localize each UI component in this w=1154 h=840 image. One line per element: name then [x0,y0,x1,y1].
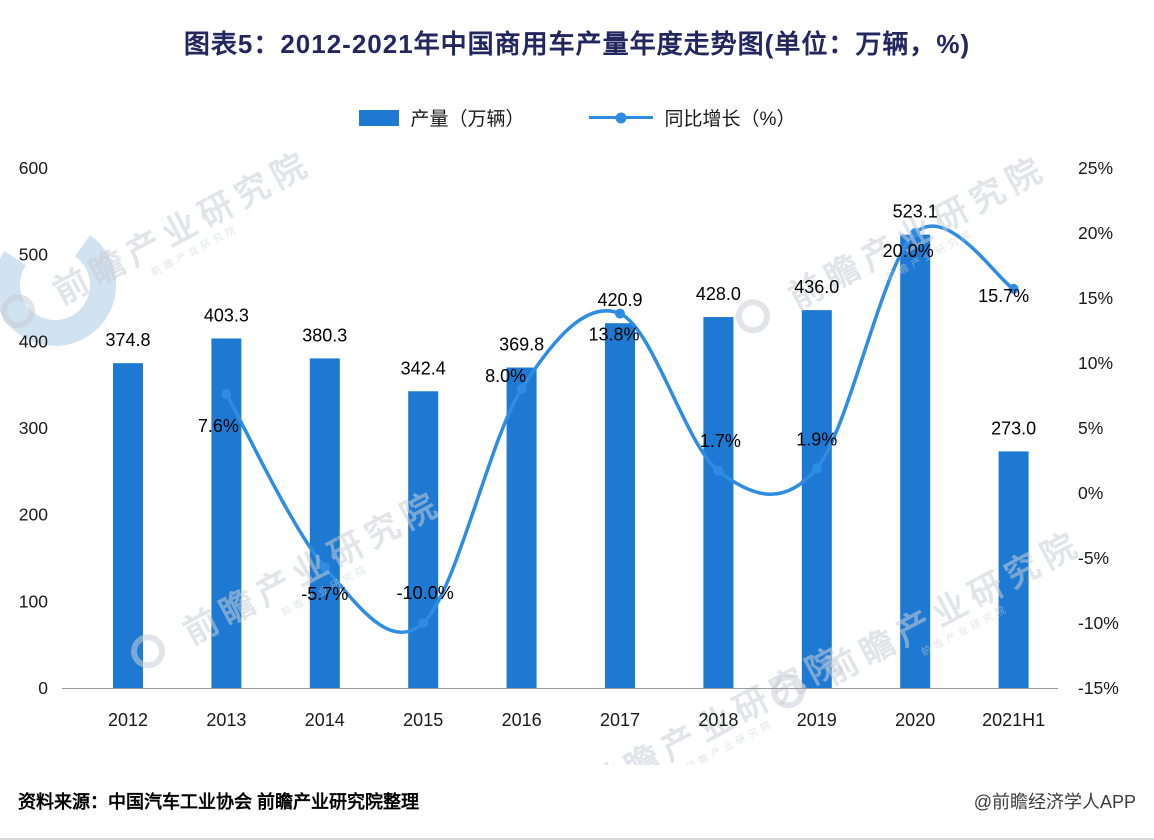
legend-item-production: 产量（万辆） [358,104,525,131]
right-axis-tick: 0% [1078,483,1103,503]
bar-value-label: 420.9 [597,290,642,310]
source-note: 资料来源：中国汽车工业协会 前瞻产业研究院整理 [18,792,419,812]
bar-2017 [605,323,635,688]
line-layer [221,224,1019,635]
growth-value-label: 1.9% [796,429,837,449]
bar-value-label: 428.0 [696,284,741,304]
x-axis-category: 2016 [502,710,542,730]
right-axis-tick: 20% [1078,223,1113,243]
right-axis-tick: -15% [1078,678,1119,698]
bar-value-label: 342.4 [401,358,446,378]
x-axis-category: 2012 [108,710,148,730]
left-axis-tick: 500 [19,245,48,265]
line-point-2020 [910,228,921,238]
line-point-2016 [516,384,527,394]
bar-value-label: 523.1 [893,202,938,222]
bars-layer [113,234,1029,688]
x-axis-category: 2015 [403,710,443,730]
labels-layer: 0 100 200 300 400 500 600 -15% -10% -5% 0% 5% 10% 15%… [19,158,1119,730]
footer: 资料来源：中国汽车工业协会 前瞻产业研究院整理 @前瞻经济学人APP [0,788,1154,814]
bar-value-label: 380.3 [302,325,347,345]
x-axis-category: 2019 [797,710,837,730]
left-axis-tick: 100 [19,591,48,611]
chart-title: 图表5：2012-2021年中国商用车产量年度走势图(单位：万辆，%) [183,29,971,59]
watermark-text: 前瞻产业研究院 [47,145,319,312]
line-point-2015 [418,618,429,628]
bar-2016 [506,367,537,688]
legend: 产量（万辆） 同比增长（%） [0,104,1154,131]
right-axis-tick: 25% [1078,158,1113,178]
right-axis-tick: 15% [1078,288,1113,308]
credit-note: @前瞻经济学人APP [973,792,1136,812]
growth-value-label: 15.7% [978,286,1029,306]
watermark-ring-icon [1,294,36,329]
watermark-text: 前瞻产业研究院 [817,523,1089,692]
right-axis-tick: 10% [1078,353,1113,373]
bar-2015 [408,391,439,688]
growth-value-label: 7.6% [198,416,239,436]
x-axis-category: 2020 [895,710,935,730]
bar-2020 [900,234,931,688]
bar-value-label: 374.8 [105,330,150,350]
right-axis-tick: -10% [1078,613,1119,633]
bar-2019 [801,310,832,688]
growth-value-label: -10.0% [397,583,454,603]
left-axis-tick: 600 [19,158,48,178]
x-axis-category: 2017 [600,710,640,730]
line-series-swatch [588,112,653,123]
line-point-2017 [615,308,625,319]
watermark-ring-icon [131,634,166,669]
growth-value-label: 20.0% [883,241,934,261]
bar-2018 [703,317,734,688]
growth-value-label: 13.8% [588,325,639,345]
line-marker-dot [615,112,627,123]
right-axis-tick: -5% [1078,548,1109,568]
line-point-2021H1 [1008,283,1019,294]
bar-value-label: 369.8 [499,335,544,355]
legend-label-growth: 同比增长（%） [664,109,796,130]
watermark-ring-icon [771,674,806,709]
line-point-2018 [713,465,724,476]
line-point-2014 [319,562,330,573]
bar-value-label: 403.3 [204,305,249,325]
bar-value-label: 436.0 [794,277,839,297]
left-axis-tick: 300 [19,418,48,438]
line-point-2019 [811,463,822,474]
growth-value-label: -5.7% [301,584,348,604]
bar-2021H1 [998,451,1029,688]
bar-value-label: 273.0 [991,418,1036,438]
x-axis-category: 2014 [305,710,345,730]
x-axis-category: 2013 [206,710,246,730]
right-axis-tick: 5% [1078,418,1103,438]
watermark-ring-icon [736,299,771,334]
left-axis-tick: 0 [38,678,48,698]
legend-label-production: 产量（万辆） [410,109,525,130]
growth-value-label: 8.0% [485,366,526,386]
x-axis-category: 2021H1 [982,710,1045,730]
x-axis-category: 2018 [698,710,738,730]
left-axis-tick: 400 [19,331,48,351]
bar-series-swatch [358,109,399,126]
growth-value-label: 1.7% [700,431,741,451]
legend-item-growth: 同比增长（%） [588,104,796,131]
left-axis-tick: 200 [19,505,48,525]
bar-2014 [309,358,340,688]
line-point-2013 [221,389,232,400]
bar-2012 [113,363,143,688]
